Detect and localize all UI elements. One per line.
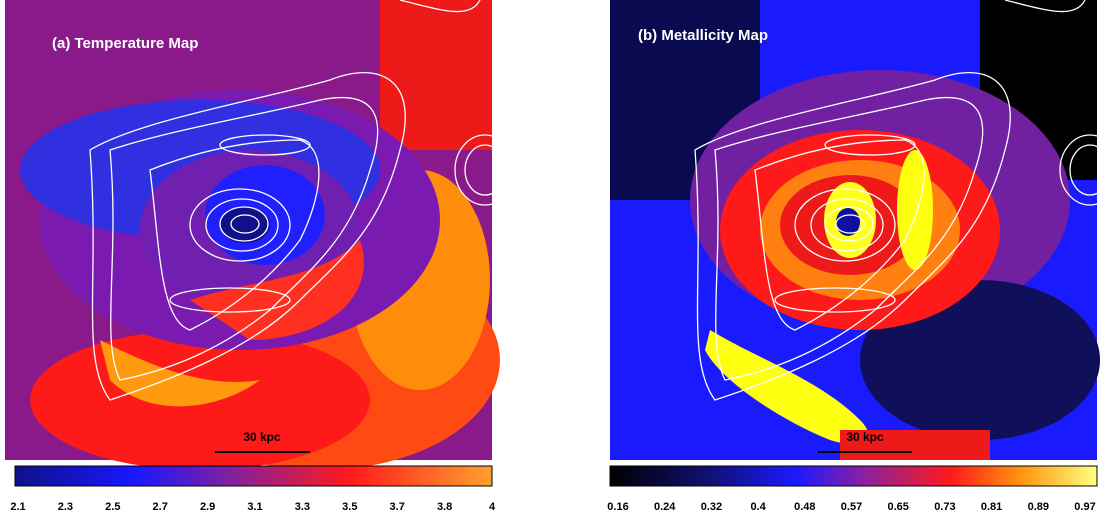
colorbar-tick-label: 2.5 xyxy=(105,501,120,513)
colorbar-tick-label: 4 xyxy=(489,501,496,513)
colorbar-tick-label: 0.73 xyxy=(934,501,955,513)
colorbar-tick-label: 0.16 xyxy=(607,501,628,513)
colorbar-tick-label: 0.97 xyxy=(1074,501,1095,513)
metallicity-map: (b) Metallicity Map 30 kpc xyxy=(610,0,1103,486)
colorbar-tick-label: 0.48 xyxy=(794,501,815,513)
scale-bar-label: 30 kpc xyxy=(243,430,281,444)
colorbar-tick-label: 3.8 xyxy=(437,501,452,513)
scale-bar-label: 30 kpc xyxy=(846,430,884,444)
colorbar xyxy=(610,466,1097,486)
colorbar-tick-label: 0.65 xyxy=(887,501,908,513)
panel-title: (a) Temperature Map xyxy=(52,35,198,52)
figure: (a) Temperature Map 30 kpc (b) Metallici… xyxy=(0,0,1103,518)
temperature-map: (a) Temperature Map 30 kpc xyxy=(5,0,515,486)
colorbar-tick-label: 2.7 xyxy=(153,501,168,513)
colorbar-tick-label: 2.1 xyxy=(10,501,25,513)
colorbar-tick-label: 2.3 xyxy=(58,501,73,513)
colorbar-tick-label: 0.24 xyxy=(654,501,676,513)
colorbar-tick-label: 3.1 xyxy=(247,501,262,513)
colorbar-tick-label: 3.5 xyxy=(342,501,357,513)
colorbar-tick-label: 0.4 xyxy=(750,501,766,513)
colorbar-tick-label: 0.81 xyxy=(981,501,1002,513)
colorbar-tick-label: 0.57 xyxy=(841,501,862,513)
panel-title: (b) Metallicity Map xyxy=(638,27,768,44)
colorbar xyxy=(15,466,492,486)
page: {"panels": [ {"title": "(a) Temperature … xyxy=(0,0,1103,518)
colorbar-tick-label: 3.3 xyxy=(295,501,310,513)
colorbar-tick-label: 3.7 xyxy=(390,501,405,513)
colorbar-tick-label: 0.89 xyxy=(1028,501,1049,513)
colorbar-tick-label: 2.9 xyxy=(200,501,215,513)
colorbar-tick-label: 0.32 xyxy=(701,501,722,513)
